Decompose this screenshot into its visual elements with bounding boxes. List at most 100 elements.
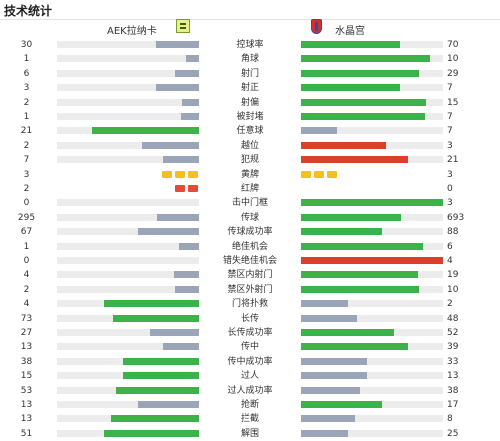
away-stat-bar-track [301,372,443,380]
away-stat-bar-track [301,84,443,92]
home-stat-bar-track [57,343,199,351]
stat-row: 1 被封堵 7 [0,110,500,124]
stat-row: 1 绝佳机会 6 [0,240,500,254]
stat-label: 射正 [240,83,259,94]
away-stat-bar-track [301,228,443,236]
away-stat-bar-track [301,141,443,149]
home-stat-bar-track [57,41,199,48]
away-stat-value: 8 [447,414,453,425]
stat-label: 击中门框 [231,198,268,209]
home-stat-bar [150,329,199,336]
away-stat-bar [301,141,386,149]
away-stat-bar-track [301,271,443,279]
stat-row: 13 抢断 17 [0,398,500,412]
home-team-logo-icon [176,19,190,33]
away-stat-value: 25 [447,428,459,439]
home-stat-bar-track [57,257,199,264]
away-stat-bar-track [301,357,443,365]
home-stat-bar [104,300,199,308]
stat-row: 21 任意球 7 [0,124,500,138]
away-stat-value: 3 [447,169,453,180]
home-stat-value: 51 [20,428,33,439]
away-stat-value: 693 [447,212,465,223]
stat-row: 3 射正 7 [0,81,500,95]
home-stat-bar-track [57,156,199,164]
home-stat-value: 13 [20,342,33,353]
home-stat-bar-track [57,357,199,365]
away-stat-value: 10 [447,54,459,65]
stat-label: 角球 [240,54,259,65]
home-stat-bar [123,372,199,380]
away-team-logo-icon [311,19,322,34]
home-stat-bar-track [57,199,199,207]
away-team-name: 水晶宫 [335,26,365,37]
home-stat-bar-track [57,127,199,135]
home-stat-bar-track [57,415,199,423]
red-card-icon [175,185,185,192]
home-stat-bar-track [57,401,199,408]
home-stat-value: 2 [23,184,30,194]
away-stat-bar [301,242,423,250]
away-stat-value: 70 [447,40,459,50]
away-stat-bar [301,357,367,365]
away-stat-value: 39 [447,342,459,353]
away-stat-bar [301,156,408,164]
home-stat-bar [113,314,199,322]
home-stat-bar [175,285,199,293]
home-stat-value: 2 [23,284,30,295]
home-stat-bar [179,242,199,250]
home-stat-value: 21 [20,126,33,137]
home-stat-bar [175,69,199,77]
stat-row: 73 长传 48 [0,312,500,326]
stat-label: 解围 [240,428,259,439]
yellow-card-icon [301,170,311,178]
home-stat-bar [156,41,199,48]
away-stat-bar [301,213,401,221]
stat-row: 38 传中成功率 33 [0,355,500,369]
home-stat-bar [182,98,199,106]
away-stat-value: 3 [447,198,453,209]
stat-label: 射门 [240,68,259,79]
away-stat-value: 2 [447,299,453,310]
stat-label: 犯规 [240,155,259,166]
home-stat-value: 1 [23,241,30,252]
home-stat-bar [186,55,199,63]
home-stat-bar [142,141,199,149]
stat-label: 任意球 [236,126,264,137]
home-stat-value: 3 [23,169,30,180]
home-stat-bar-track [57,372,199,380]
home-stat-value: 53 [20,385,33,396]
away-stat-bar [301,401,382,408]
away-stat-value: 3 [447,140,453,151]
home-stat-bar [104,429,199,437]
home-stat-value: 2 [23,140,30,151]
home-stat-bar [138,228,199,236]
home-stat-value: 1 [23,112,30,122]
away-stat-bar [301,84,400,92]
away-stat-bar-track [301,69,443,77]
away-stat-bar [301,415,355,423]
home-cards [159,170,198,179]
stat-row: 6 射门 29 [0,67,500,81]
stat-row: 4 门将扑救 2 [0,297,500,311]
home-stat-bar [181,113,199,120]
stat-label: 禁区内射门 [227,270,273,281]
away-stat-bar [301,386,360,394]
stat-label: 射偏 [240,97,259,108]
away-stat-bar-track [301,113,443,120]
yellow-card-icon [188,170,198,178]
away-stat-bar-track [301,314,443,322]
home-stat-bar [92,127,199,135]
home-stat-bar [156,84,199,92]
stat-label: 长传成功率 [227,328,273,338]
stat-label: 红牌 [240,184,259,194]
stat-row: 1 角球 10 [0,52,500,66]
home-stat-bar-track [57,84,199,92]
stat-label: 传球 [240,212,259,223]
stat-row: 15 过人 13 [0,369,500,383]
stat-row: 0 错失绝佳机会 4 [0,254,500,268]
home-stat-bar-track [57,314,199,322]
away-stat-bar [301,343,408,351]
home-stat-value: 0 [23,256,30,266]
away-stat-bar-track [301,300,443,308]
